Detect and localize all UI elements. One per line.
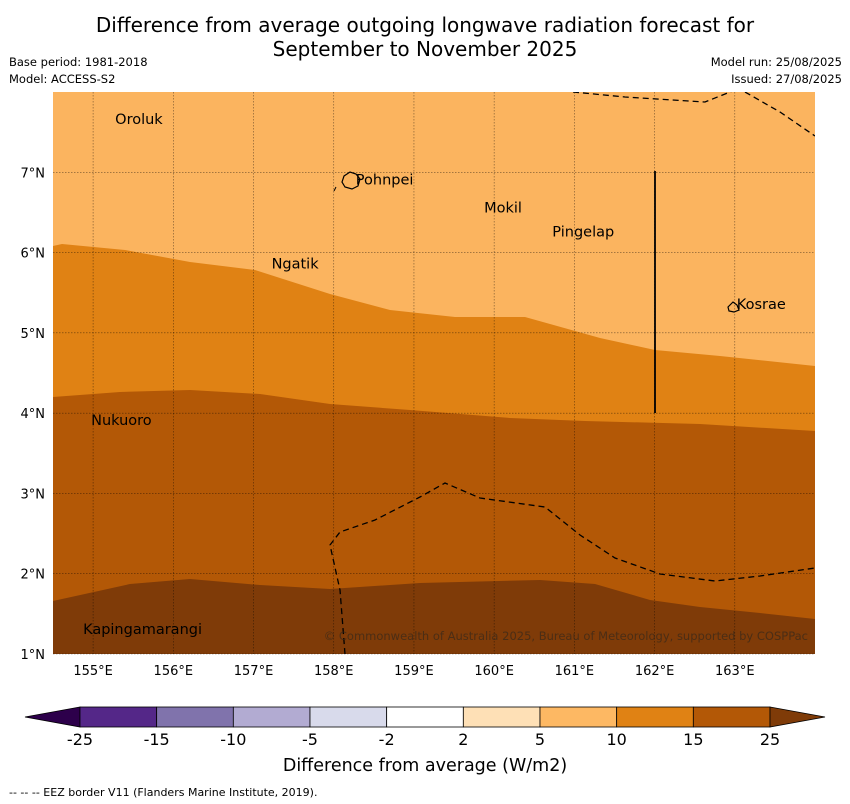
colorbar-tick-label: 5 [534, 730, 546, 749]
title-line-1: Difference from average outgoing longwav… [95, 13, 755, 37]
lat-tick-label: 6°N [21, 247, 46, 262]
pohnpei-reef-mark [333, 186, 337, 192]
island-label-nukuoro: Nukuoro [91, 413, 152, 429]
colorbar-segment [79, 706, 158, 728]
colorbar-tick-label: -5 [302, 730, 318, 749]
colorbar-tick-label: -15 [143, 730, 170, 749]
map-grid [53, 92, 815, 655]
colorbar-tick-label: -2 [378, 730, 395, 749]
lat-tick-label: 7°N [21, 166, 46, 181]
lon-tick-label: 161°E [555, 664, 595, 679]
lon-tick-label: 162°E [635, 664, 675, 679]
lon-tick-label: 159°E [394, 664, 434, 679]
island-label-oroluk: Oroluk [115, 112, 163, 128]
island-label-ngatik: Ngatik [272, 257, 320, 273]
island-label-kosrae: Kosrae [737, 297, 786, 313]
model-name: Model: ACCESS-S2 [9, 72, 116, 86]
pohnpei-outline [341, 171, 361, 190]
base-period: Base period: 1981-2018 [9, 55, 148, 69]
map-axis-labels: 155°E 156°E 157°E 158°E 159°E 160°E 161°E 162°E… [21, 166, 755, 679]
colorbar-segment [462, 706, 541, 728]
colorbar [24, 706, 826, 728]
colorbar-tick-label: -10 [220, 730, 247, 749]
lon-tick-label: 158°E [314, 664, 354, 679]
island-label-pingelap: Pingelap [552, 225, 614, 241]
colorbar-segment [309, 706, 388, 728]
lat-tick-label: 4°N [21, 407, 46, 422]
colorbar-arrow-right [769, 706, 826, 728]
colorbar-segment [539, 706, 618, 728]
colorbar-segment [386, 706, 464, 728]
lon-tick-label: 160°E [474, 664, 514, 679]
eez-border-north [572, 92, 732, 103]
island-label-mokil: Mokil [484, 200, 522, 216]
map-plot-area [53, 92, 815, 654]
lat-tick-label: 2°N [21, 568, 46, 583]
model-run: Model run: 25/08/2025 [710, 55, 842, 69]
lon-tick-label: 163°E [715, 664, 755, 679]
island-label-pohnpei: Pohnpei [356, 172, 414, 188]
colorbar-tick-label: 15 [683, 730, 704, 749]
colorbar-title: Difference from average (W/m2) [282, 756, 568, 776]
lon-tick-label: 155°E [73, 664, 113, 679]
colorbar-segment [616, 706, 694, 728]
title-line-2: September to November 2025 [272, 37, 578, 61]
band-25-plus [53, 579, 815, 654]
eez-border-south [329, 482, 815, 654]
kosrae-outline [727, 301, 740, 313]
colorbar-tick-label: 2 [458, 730, 469, 749]
colorbar-segment [692, 706, 771, 728]
eez-border-northeast [744, 92, 815, 137]
colorbar-segment [232, 706, 311, 728]
meta-left: Base period: 1981-2018 Model: ACCESS-S2 [9, 54, 148, 88]
eez-footnote: -- -- -- EEZ border V11 (Flanders Marine… [9, 786, 318, 799]
colorbar-tick-label: -25 [66, 730, 94, 749]
island-label-kapingamarangi: Kapingamarangi [83, 622, 202, 638]
colorbar-tick-label: 25 [759, 730, 781, 749]
lat-tick-label: 1°N [21, 648, 46, 663]
colorbar-tick-label: 10 [606, 730, 627, 749]
island-labels: Oroluk Pohnpei Mokil Pingelap Ngatik Kosrae Nu… [83, 112, 786, 638]
meta-right: Model run: 25/08/2025 Issued: 27/08/2025 [711, 54, 842, 88]
chart-title: Difference from average outgoing longwav… [0, 13, 850, 61]
lon-tick-label: 156°E [154, 664, 194, 679]
lat-tick-label: 3°N [21, 487, 46, 502]
copyright-text: © Commonwealth of Australia 2025, Bureau… [324, 629, 808, 643]
colorbar-segment [156, 706, 234, 728]
lat-tick-label: 5°N [21, 327, 46, 342]
lon-tick-label: 157°E [234, 664, 274, 679]
colorbar-arrow-left [24, 706, 81, 728]
issued-date: Issued: 27/08/2025 [731, 72, 842, 86]
